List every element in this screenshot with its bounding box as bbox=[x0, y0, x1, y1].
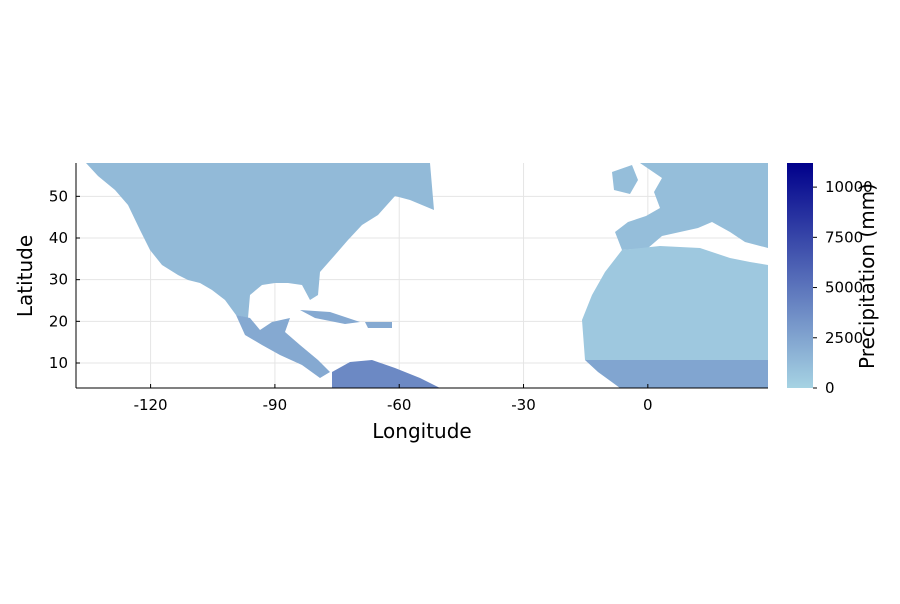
colorbar-tick-label: 5000 bbox=[825, 279, 863, 297]
y-tick-label: 40 bbox=[49, 229, 68, 247]
region-caribbean bbox=[300, 310, 392, 328]
region-north-america bbox=[86, 163, 434, 318]
y-axis-label: Latitude bbox=[13, 235, 37, 317]
colorbar-tick-label: 0 bbox=[825, 379, 835, 397]
x-tick-label: -30 bbox=[511, 396, 536, 414]
x-tick-label: 0 bbox=[643, 396, 653, 414]
x-axis-ticks: -120 -90 -60 -30 0 bbox=[134, 384, 653, 414]
colorbar-ticks: 0 2500 5000 7500 10000 bbox=[813, 178, 873, 397]
region-west-africa bbox=[585, 360, 768, 388]
y-tick-label: 30 bbox=[49, 271, 68, 289]
x-tick-label: -120 bbox=[134, 396, 168, 414]
x-axis-label: Longitude bbox=[372, 419, 471, 443]
map-area bbox=[86, 163, 768, 388]
colorbar bbox=[787, 163, 813, 388]
y-tick-label: 10 bbox=[49, 354, 68, 372]
y-axis-ticks: 10 20 30 40 50 bbox=[49, 187, 80, 372]
region-south-america bbox=[332, 360, 440, 388]
y-tick-label: 20 bbox=[49, 312, 68, 330]
colorbar-tick-label: 7500 bbox=[825, 228, 863, 246]
colorbar-tick-label: 2500 bbox=[825, 329, 863, 347]
region-north-africa bbox=[582, 246, 768, 360]
x-tick-label: -60 bbox=[387, 396, 412, 414]
colorbar-tick-label: 10000 bbox=[825, 178, 873, 196]
region-british-isles bbox=[612, 165, 638, 194]
region-central-america bbox=[236, 315, 330, 378]
y-tick-label: 50 bbox=[49, 187, 68, 205]
colorbar-label: Precipitation (mm) bbox=[855, 183, 879, 369]
x-tick-label: -90 bbox=[263, 396, 288, 414]
region-europe bbox=[615, 163, 768, 250]
